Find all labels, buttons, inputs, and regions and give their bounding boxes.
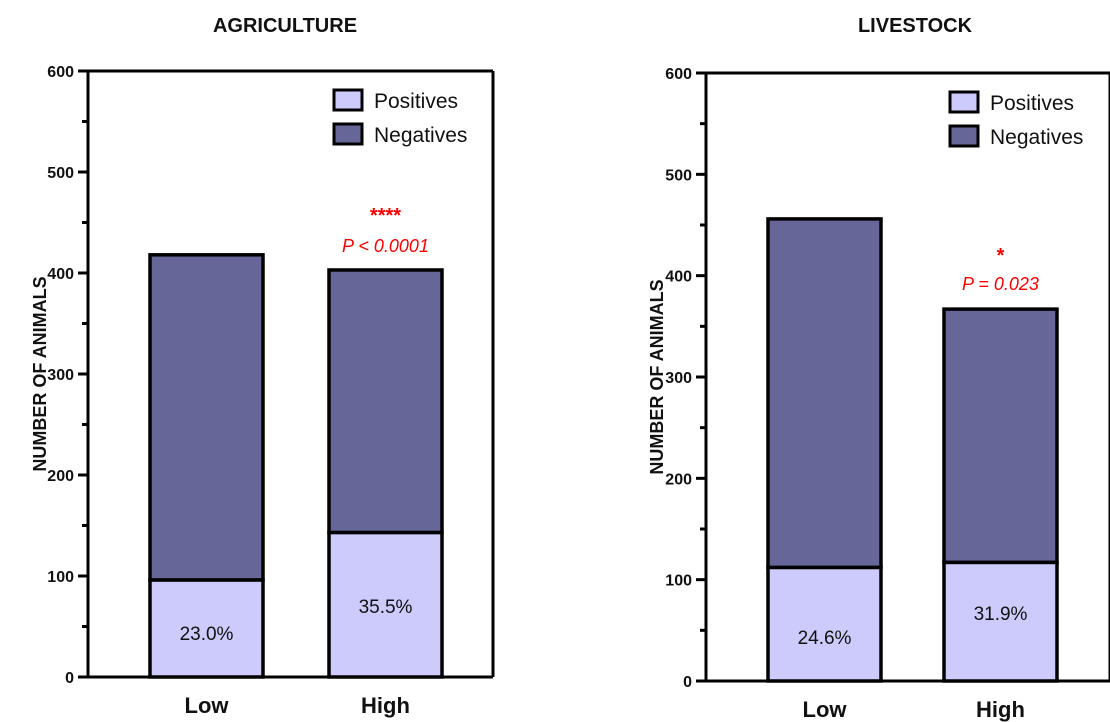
- y-tick-label: 100: [665, 573, 692, 590]
- y-tick-label: 0: [65, 670, 74, 687]
- bar-negatives-high: [327, 268, 444, 535]
- bar-positives-low: [148, 578, 265, 679]
- legend-label-positives: Positives: [374, 90, 458, 113]
- y-tick-label: 600: [665, 66, 692, 83]
- bar-positives-high: [942, 560, 1059, 683]
- y-tick-label: 400: [47, 266, 74, 283]
- y-tick-label: 300: [47, 367, 74, 384]
- data-label: 35.5%: [359, 597, 413, 618]
- y-tick-label: 600: [47, 64, 74, 81]
- legend-label-negatives: Negatives: [990, 126, 1083, 149]
- significance-stars: *: [997, 245, 1005, 267]
- data-label: 31.9%: [974, 604, 1028, 625]
- x-tick-label: Low: [803, 697, 848, 722]
- bar-positives-low: [766, 565, 883, 683]
- y-tick-label: 200: [665, 471, 692, 488]
- legend-label-negatives: Negatives: [374, 124, 467, 147]
- chart-title: LIVESTOCK: [858, 15, 973, 37]
- p-value-label: P < 0.0001: [342, 236, 429, 256]
- legend-label-positives: Positives: [990, 92, 1074, 115]
- legend-swatch-negatives: [332, 122, 364, 146]
- x-tick-label: High: [976, 697, 1025, 722]
- data-label: 23.0%: [180, 624, 234, 645]
- data-label: 24.6%: [798, 628, 852, 649]
- bar-negatives-low: [766, 217, 883, 570]
- y-tick-label: 300: [665, 370, 692, 387]
- y-tick-label: 100: [47, 569, 74, 586]
- y-tick-label: 200: [47, 468, 74, 485]
- y-axis-label: NUMBER OF ANIMALS: [647, 279, 667, 474]
- legend-swatch-positives: [948, 90, 980, 114]
- significance-stars: ****: [370, 205, 401, 227]
- p-value-label: P = 0.023: [962, 274, 1039, 294]
- x-tick-label: Low: [185, 693, 230, 718]
- chart-title: AGRICULTURE: [213, 15, 357, 37]
- y-tick-label: 0: [683, 674, 692, 691]
- y-axis-label: NUMBER OF ANIMALS: [30, 276, 50, 471]
- y-tick-label: 400: [665, 269, 692, 286]
- y-tick-label: 500: [665, 167, 692, 184]
- bar-negatives-low: [148, 253, 265, 582]
- y-tick-label: 500: [47, 165, 74, 182]
- legend-swatch-negatives: [948, 124, 980, 148]
- legend-swatch-positives: [332, 88, 364, 112]
- x-tick-label: High: [361, 693, 410, 718]
- bar-negatives-high: [942, 307, 1059, 565]
